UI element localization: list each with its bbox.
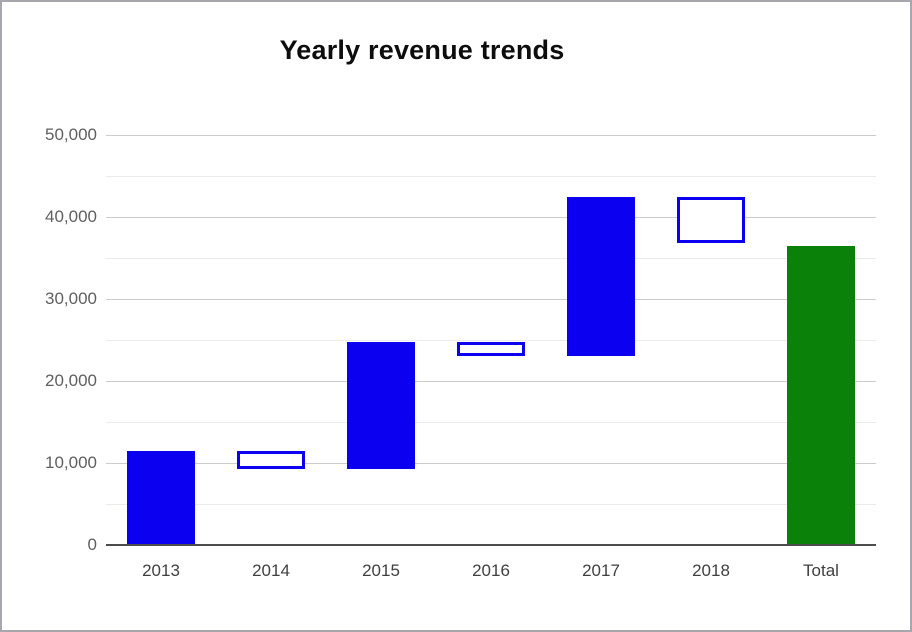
y-axis-tick-label: 10,000	[45, 453, 97, 472]
gridline-minor	[106, 175, 876, 177]
gridline-major	[106, 298, 876, 300]
y-axis-tick-label: 20,000	[45, 371, 97, 390]
y-axis-tick-label: 40,000	[45, 207, 97, 226]
y-axis-tick-label: 0	[87, 535, 97, 554]
x-axis-label-2018: 2018	[692, 561, 730, 580]
x-axis-label-2015: 2015	[362, 561, 400, 580]
gridline-major	[106, 462, 876, 464]
x-axis-label-2013: 2013	[142, 561, 180, 580]
x-axis-baseline	[106, 544, 876, 546]
gridline-minor	[106, 503, 876, 505]
bar-2014[interactable]	[237, 450, 305, 469]
bar-2017[interactable]	[567, 196, 635, 357]
bar-2018[interactable]	[677, 196, 745, 244]
gridline-major	[106, 216, 876, 218]
plot-area	[106, 134, 876, 546]
x-axis-label-2014: 2014	[252, 561, 290, 580]
bar-2016[interactable]	[457, 342, 525, 357]
y-axis-tick-label: 30,000	[45, 289, 97, 308]
bar-2015[interactable]	[347, 342, 415, 469]
bar-2013[interactable]	[127, 450, 195, 545]
gridline-minor	[106, 339, 876, 341]
y-axis: 0 10,000 20,000 30,000 40,000 50,000	[2, 125, 97, 554]
gridline-major	[106, 380, 876, 382]
gridline-major	[106, 134, 876, 136]
gridline-minor	[106, 257, 876, 259]
x-axis-label-2017: 2017	[582, 561, 620, 580]
x-axis-label-total: Total	[803, 561, 839, 580]
y-axis-tick-label: 50,000	[45, 125, 97, 144]
bar-total[interactable]	[787, 245, 855, 545]
x-axis: 2013 2014 2015 2016 2017 2018 Total	[106, 560, 876, 584]
x-axis-label-2016: 2016	[472, 561, 510, 580]
chart-title: Yearly revenue trends	[279, 35, 565, 65]
gridline-minor	[106, 421, 876, 423]
